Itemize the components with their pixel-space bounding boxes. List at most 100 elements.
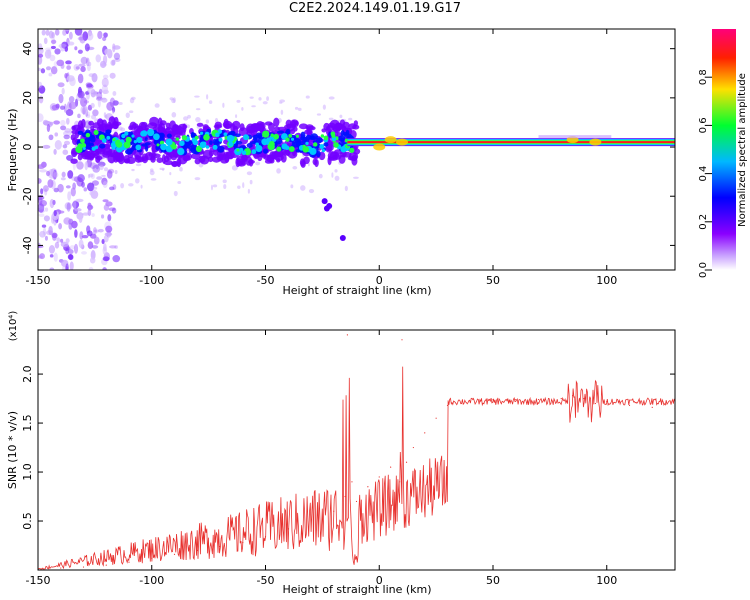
noise-blob	[78, 88, 83, 97]
noise-blob	[48, 245, 56, 254]
band-blob	[211, 156, 221, 163]
snr-point	[367, 486, 369, 488]
speckle	[300, 185, 306, 191]
noise-blob	[72, 200, 77, 210]
noise-blob	[102, 89, 109, 94]
snr-point	[401, 339, 403, 341]
noise-blob	[100, 214, 105, 219]
band-blob	[335, 122, 340, 131]
x-tick-label: -50	[257, 274, 275, 287]
noise-blob	[38, 205, 41, 209]
band-peak	[262, 130, 270, 138]
speckle	[194, 177, 201, 181]
band-peak	[285, 145, 290, 150]
band-peak	[106, 135, 111, 140]
noise-blob	[63, 246, 71, 251]
noise-blob	[53, 120, 61, 125]
noise-blob	[68, 101, 77, 110]
noise-blob	[107, 214, 112, 222]
band-peak	[111, 145, 116, 150]
snr-point	[344, 495, 346, 498]
speckle	[237, 185, 241, 189]
noise-blob	[86, 111, 91, 117]
noise-blob	[60, 177, 66, 181]
noise-blob	[67, 41, 75, 46]
band-peak	[267, 142, 275, 151]
x-tick-label: -100	[139, 574, 164, 587]
noise-blob	[63, 140, 71, 146]
noise-blob	[68, 31, 73, 40]
noise-blob	[68, 254, 74, 261]
noise-blob	[92, 164, 101, 173]
top-x-axis-label: Height of straight line (km)	[282, 284, 431, 297]
band-blob	[230, 123, 236, 133]
noise-blob	[48, 134, 54, 141]
noise-blob	[54, 48, 61, 55]
snr-point	[287, 528, 289, 530]
noise-blob	[78, 63, 86, 67]
noise-blob	[45, 29, 50, 36]
noise-blob	[73, 243, 79, 254]
noise-blob	[54, 139, 62, 150]
noise-blob	[44, 207, 49, 212]
band-blob	[150, 155, 156, 163]
speckle	[334, 175, 340, 181]
band-blob	[110, 152, 119, 158]
noise-blob	[40, 68, 46, 74]
speckle	[140, 184, 143, 189]
noise-blob	[95, 163, 99, 170]
speckle	[279, 101, 283, 104]
noise-blob	[86, 31, 94, 41]
noise-blob	[87, 87, 95, 94]
top-axes: -150 -100 -50 0 50 100 -40 -20 0 20 40	[21, 29, 675, 287]
speckle	[246, 171, 253, 176]
band-blob	[166, 126, 171, 131]
speckle	[161, 168, 165, 171]
speckle	[120, 182, 125, 189]
band-peak	[202, 141, 207, 146]
noise-blob	[76, 161, 84, 170]
band-blob	[196, 122, 204, 127]
band-peak	[101, 138, 107, 143]
noise-blob	[66, 101, 72, 112]
snr-point	[435, 417, 437, 419]
noise-blob	[97, 228, 104, 233]
noise-blob	[58, 223, 63, 230]
band-peak	[295, 134, 300, 138]
speckle	[205, 119, 210, 124]
speckle	[87, 173, 91, 179]
noise-blob	[106, 101, 114, 111]
noise-blob	[91, 245, 99, 249]
snr-series-line	[38, 366, 675, 570]
band-peak	[115, 141, 123, 148]
noise-blob	[112, 45, 121, 50]
band-blob	[199, 155, 210, 165]
band-peak	[195, 145, 203, 153]
noise-blob	[65, 109, 74, 117]
noise-blob	[84, 161, 89, 171]
noise-blob	[68, 96, 75, 103]
speckle	[280, 109, 284, 115]
noise-blob	[103, 234, 109, 243]
noise-blob	[87, 202, 92, 211]
band-peak	[112, 137, 116, 142]
x-tick-label: 100	[596, 574, 617, 587]
snr-point	[378, 476, 380, 478]
noise-blob	[38, 113, 44, 123]
noise-blob	[44, 235, 48, 241]
noise-blob	[104, 48, 111, 55]
band-blob	[273, 117, 280, 127]
band-core	[217, 145, 225, 153]
noise-blob	[52, 171, 57, 180]
y-tick-label: 1.0	[21, 463, 34, 481]
speckle	[149, 170, 155, 176]
band-core	[302, 136, 308, 142]
speckle	[322, 104, 326, 110]
band-core	[234, 133, 241, 138]
speckle	[90, 102, 95, 109]
noise-blob	[62, 144, 68, 149]
noise-blob	[38, 85, 46, 94]
top-plot-frame	[37, 28, 676, 271]
noise-blob	[66, 65, 71, 70]
band-blob	[353, 120, 359, 127]
